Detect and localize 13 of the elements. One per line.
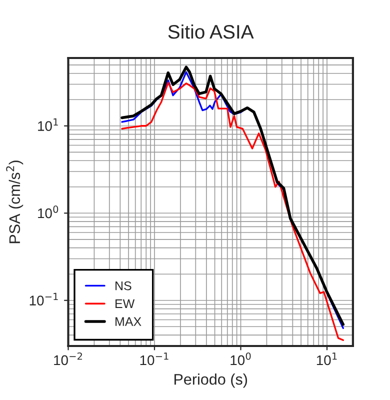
y-axis-title: PSA (cm/s$^{2}$) (6, 160, 24, 244)
y-tick-label: 10$^{1}$ (38, 118, 58, 131)
legend-label: EW (116, 299, 135, 308)
x-tick-label: 10$^{1}$ (316, 352, 337, 366)
legend-label: MAX (116, 317, 142, 326)
y-tick-label: 10$^{0}$ (38, 206, 58, 218)
x-tick-label: 10$^{−1}$ (140, 352, 168, 366)
x-axis-title: Periodo (s) (174, 374, 248, 388)
legend-label: NS (116, 281, 132, 290)
y-tick-label: 10$^{−1}$ (30, 292, 58, 306)
chart-title: Sitio ASIA (168, 24, 254, 39)
x-tick-label: 10$^{−2}$ (54, 352, 82, 366)
x-tick-label: 10$^{0}$ (230, 352, 251, 366)
